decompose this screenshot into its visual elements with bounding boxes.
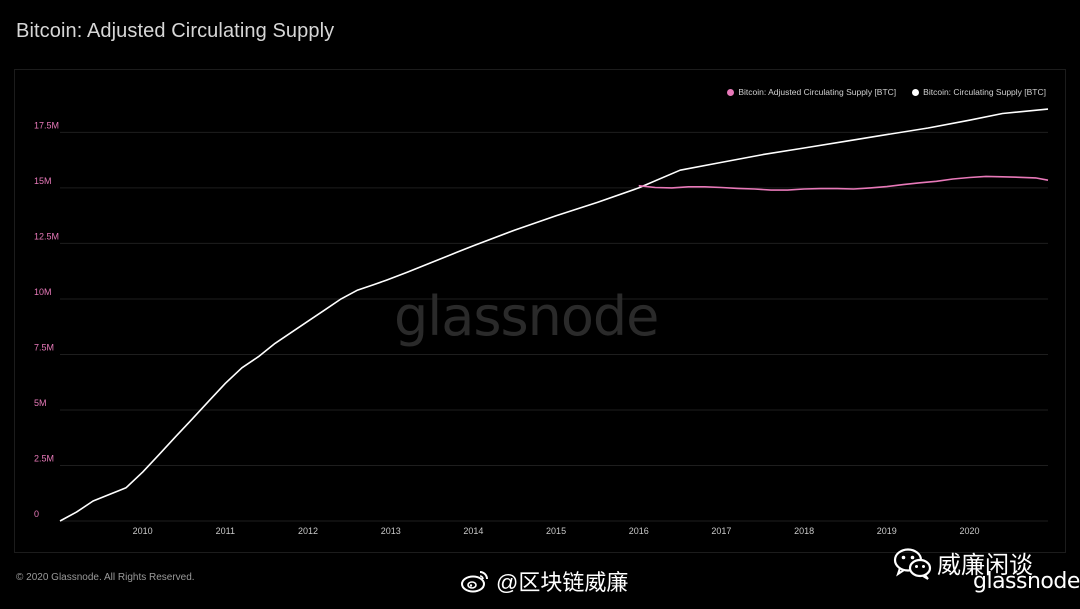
y-tick-label: 0 (34, 509, 39, 519)
wechat-account-name: 威廉闲谈 (937, 552, 1033, 579)
legend-label-adjusted: Bitcoin: Adjusted Circulating Supply [BT… (738, 87, 897, 97)
weibo-handle: @区块链威廉 (496, 570, 629, 595)
x-tick-label: 2018 (794, 526, 814, 536)
series-lines (59, 108, 1049, 522)
series-line-circulating-supply[interactable] (59, 108, 1049, 522)
chart-legend: Bitcoin: Adjusted Circulating Supply [BT… (727, 87, 1046, 97)
chart-panel (14, 69, 1066, 553)
legend-item-adjusted[interactable]: Bitcoin: Adjusted Circulating Supply [BT… (727, 87, 896, 97)
y-tick-label: 17.5M (34, 120, 59, 130)
wechat-icon (893, 548, 932, 580)
y-tick-label: 2.5M (34, 453, 54, 463)
y-tick-label: 15M (34, 176, 52, 186)
y-tick-label: 5M (34, 398, 47, 408)
x-tick-label: 2015 (546, 526, 566, 536)
y-tick-label: 12.5M (34, 231, 59, 241)
x-tick-label: 2020 (959, 526, 979, 536)
x-tick-label: 2011 (216, 526, 235, 536)
y-tick-label: 10M (34, 287, 52, 297)
x-tick-label: 2016 (629, 526, 649, 536)
x-tick-label: 2019 (877, 526, 897, 536)
x-tick-label: 2017 (711, 526, 731, 536)
x-axis-ticks: 2010 2011 2012 2013 2014 2015 2016 2017 2018 2019… (133, 526, 980, 536)
x-tick-label: 2012 (298, 526, 318, 536)
weibo-icon (461, 571, 488, 593)
copyright-footer: © 2020 Glassnode. All Rights Reserved. (16, 572, 195, 583)
weibo-watermark: @区块链威廉 (460, 565, 628, 597)
x-tick-label: 2014 (463, 526, 483, 536)
grid-lines (60, 131, 1048, 522)
legend-dot-icon (912, 88, 920, 96)
y-axis-ticks: 0 2.5M 5M 7.5M 10M 12.5M 15M 17.5M (34, 120, 59, 519)
chart-title: Bitcoin: Adjusted Circulating Supply (16, 20, 335, 42)
legend-dot-icon (727, 88, 735, 96)
legend-item-circulating[interactable]: Bitcoin: Circulating Supply [BTC] (912, 87, 1046, 97)
legend-label-circulating: Bitcoin: Circulating Supply [BTC] (923, 87, 1046, 97)
wechat-watermark: 威廉闲谈 glassnode (893, 545, 1080, 595)
glassnode-brand: glassnode (973, 569, 1080, 594)
x-tick-label: 2013 (381, 526, 401, 536)
watermark-logo: glassnode (394, 285, 659, 348)
x-tick-label: 2010 (133, 526, 153, 536)
y-tick-label: 7.5M (34, 342, 54, 352)
series-line-adjusted-supply[interactable] (638, 175, 1049, 191)
